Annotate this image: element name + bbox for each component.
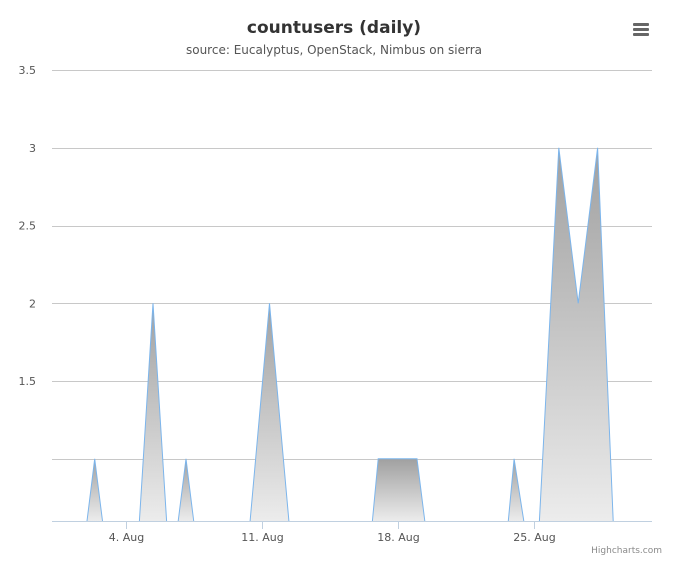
area-fill-2: [178, 458, 194, 521]
y-tick-label-4: 1.5: [19, 375, 37, 388]
x-axis: 4. Aug 11. Aug 18. Aug 25. Aug: [52, 521, 652, 544]
hamburger-menu-icon: [633, 23, 649, 36]
y-axis-labels: 3.5 3 2.5 2 1.5: [19, 64, 37, 388]
y-tick-label-1: 3: [29, 142, 36, 155]
chart-subtitle: source: Eucalyptus, OpenStack, Nimbus on…: [186, 43, 482, 57]
area-fill-6: [539, 147, 614, 522]
area-fill-4: [372, 458, 425, 521]
area-fill-0: [87, 458, 103, 521]
x-tick-label-2: 18. Aug: [377, 531, 419, 544]
x-tick-label-1: 11. Aug: [241, 531, 283, 544]
series-line-3: [249, 303, 290, 522]
area-fill-5: [508, 458, 524, 521]
series-line-2: [177, 458, 195, 522]
chart-title: countusers (daily): [247, 18, 421, 38]
y-tick-label-3: 2: [29, 297, 36, 310]
x-tick-label-0: 4. Aug: [109, 531, 144, 544]
area-series: [86, 147, 614, 522]
series-line-6: [538, 147, 614, 522]
export-menu-button[interactable]: [628, 18, 654, 40]
series-line-4: [371, 458, 426, 522]
series-line-0: [86, 458, 103, 522]
area-fill-3: [250, 303, 289, 521]
series-line-5: [507, 458, 525, 522]
y-tick-label-0: 3.5: [19, 64, 37, 77]
series-line-1: [138, 303, 168, 522]
y-tick-label-2: 2.5: [19, 220, 37, 233]
x-tick-label-3: 25. Aug: [513, 531, 555, 544]
credits-link[interactable]: Highcharts.com: [591, 546, 662, 556]
area-fill-1: [139, 303, 167, 521]
